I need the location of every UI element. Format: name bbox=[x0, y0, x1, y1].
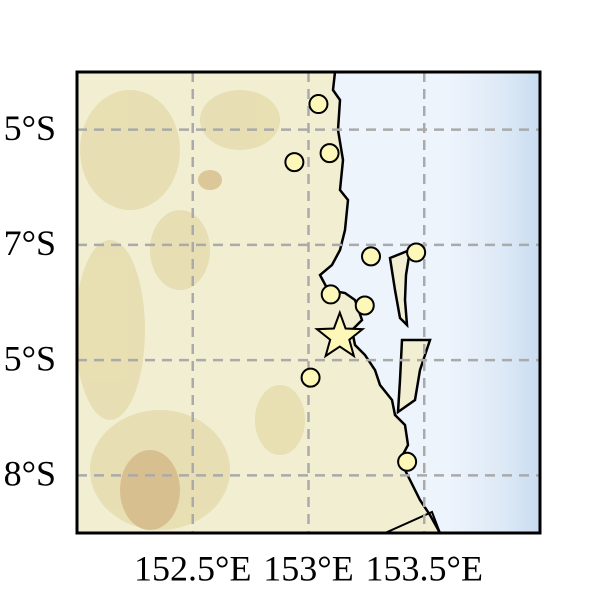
map-frame bbox=[75, 70, 542, 535]
tick-labels: 152.5°E 153°E 153.5°E 5°S 7°S 5°S 8°S bbox=[4, 108, 483, 588]
y-tick-label: 5°S bbox=[4, 108, 56, 148]
station bbox=[319, 143, 340, 164]
x-tick-label: 153.5°E bbox=[366, 548, 483, 588]
station bbox=[354, 295, 375, 316]
markers bbox=[284, 94, 427, 472]
epicenter bbox=[314, 309, 366, 359]
station bbox=[300, 367, 321, 388]
station bbox=[320, 284, 341, 305]
station bbox=[361, 246, 382, 267]
terrain-high bbox=[198, 170, 222, 190]
station bbox=[397, 451, 418, 472]
x-tick-label: 153°E bbox=[263, 548, 353, 588]
y-tick-label: 8°S bbox=[4, 454, 56, 494]
map-area bbox=[77, 72, 540, 533]
station bbox=[284, 152, 305, 173]
terrain-high bbox=[120, 450, 180, 530]
y-tick-label: 5°S bbox=[4, 338, 56, 378]
station bbox=[308, 94, 329, 115]
x-tick-label: 152.5°E bbox=[134, 548, 251, 588]
border bbox=[384, 510, 441, 533]
island bbox=[396, 338, 432, 415]
station bbox=[406, 242, 427, 263]
coastline bbox=[318, 72, 442, 533]
y-tick-label: 7°S bbox=[4, 223, 56, 263]
grid bbox=[77, 72, 540, 533]
